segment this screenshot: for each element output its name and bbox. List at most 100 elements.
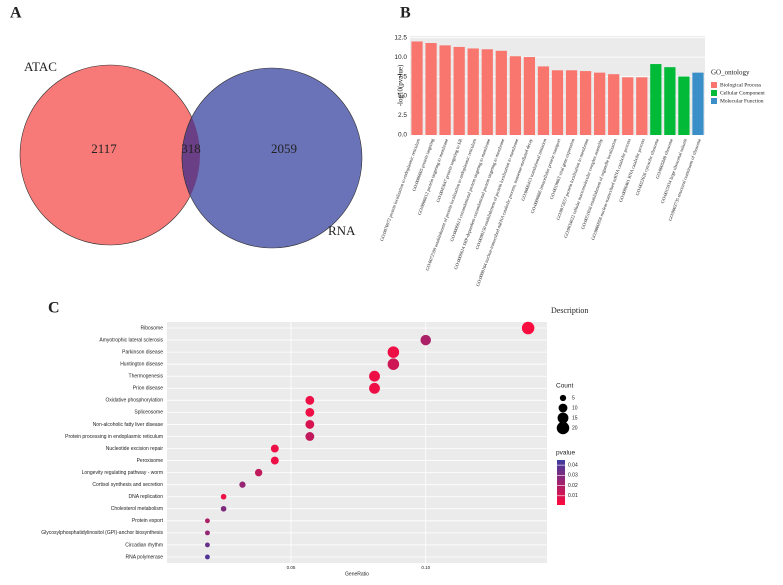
bar xyxy=(481,49,493,135)
y-tick-label: 12.5 xyxy=(394,34,407,41)
y-tick-label: Glycosylphosphatidylinositol (GPI)-ancho… xyxy=(41,530,163,536)
y-tick-label: Spliceosome xyxy=(134,410,163,416)
legend-label: Biological Process xyxy=(720,82,761,88)
bar xyxy=(453,46,465,135)
size-legend-title: Count xyxy=(556,383,574,390)
dot xyxy=(420,334,431,346)
bar xyxy=(678,76,690,135)
dot xyxy=(254,468,263,477)
y-tick-label: 0.0 xyxy=(398,132,407,139)
plot-panel xyxy=(167,322,547,563)
x-tick-label: GO:0045047 protein targeting to ER xyxy=(435,137,463,203)
y-tick-label: Prion disease xyxy=(133,386,164,392)
y-tick-label: Huntington disease xyxy=(120,362,163,368)
dot xyxy=(270,456,279,465)
size-key xyxy=(559,394,567,402)
y-tick-label: Protein export xyxy=(132,518,164,524)
size-key xyxy=(558,403,568,413)
x-tick-label: GO:0006401 RNA catabolic process xyxy=(618,138,646,203)
dot xyxy=(305,419,315,429)
color-bar xyxy=(557,460,565,505)
bar xyxy=(594,72,606,135)
set-name: ATAC xyxy=(24,59,57,74)
dot xyxy=(305,395,315,405)
bar xyxy=(636,77,648,135)
y-tick-label: Parkinson disease xyxy=(122,349,163,355)
y-tick-label: Nucleotide excision repair xyxy=(106,446,164,452)
dot xyxy=(220,505,227,512)
size-key xyxy=(557,412,569,424)
x-axis-label: GeneRatio xyxy=(345,571,369,577)
set-name: RNA xyxy=(328,223,356,238)
size-key xyxy=(556,421,570,435)
x-tick-label: GO:0015934 large ribosomal subunit xyxy=(660,137,688,204)
header: Description xyxy=(551,306,588,315)
overlap xyxy=(181,67,200,245)
y-tick-label: Longevity regulating pathway - worm xyxy=(82,470,163,476)
color-tick-label: 0.01 xyxy=(568,493,578,499)
legend-label: Molecular Function xyxy=(720,98,764,104)
bar xyxy=(523,57,536,136)
bar xyxy=(439,45,451,135)
bar xyxy=(650,64,662,135)
y-tick-label: Protein processing in endoplasmic reticu… xyxy=(65,434,163,440)
bar xyxy=(425,43,437,135)
size-key-label: 5 xyxy=(572,395,575,401)
y-tick-label: 5.0 xyxy=(398,93,407,100)
y-tick-label: Cholesterol metabolism xyxy=(111,506,163,512)
bar xyxy=(622,77,634,135)
dot xyxy=(220,493,227,500)
legend-swatch xyxy=(711,98,717,104)
y-tick-label: Oxidative phosphorylation xyxy=(105,398,163,404)
dot xyxy=(305,432,315,441)
legend-title: GO_ontology xyxy=(711,69,750,77)
bar xyxy=(579,71,592,135)
legend-label: Cellular Component xyxy=(720,90,765,96)
color-tick-label: 0.02 xyxy=(568,483,578,489)
dot xyxy=(369,382,380,394)
bar xyxy=(411,41,423,135)
bar xyxy=(495,50,507,136)
size-key-label: 10 xyxy=(572,405,578,411)
legend-swatch xyxy=(711,82,717,88)
y-axis-label: -log10(pvalue) xyxy=(397,64,405,106)
size-key-label: 20 xyxy=(572,425,578,431)
y-tick-label: Amyotrophic lateral sclerosis xyxy=(99,337,163,343)
dot xyxy=(305,407,315,417)
size-key-label: 15 xyxy=(572,415,578,421)
dot xyxy=(387,346,400,358)
y-tick-label: 2.5 xyxy=(398,112,407,119)
set-count: 2117 xyxy=(91,141,117,156)
bar xyxy=(608,74,620,135)
color-tick-label: 0.03 xyxy=(568,473,578,479)
bar xyxy=(664,67,676,135)
dot xyxy=(205,554,210,560)
y-tick-label: 10.0 xyxy=(394,54,407,61)
bar xyxy=(692,72,704,135)
y-tick-label: Thermogenesis xyxy=(129,374,164,380)
panel-letter: C xyxy=(48,300,60,317)
bar xyxy=(509,56,521,135)
x-tick-label: 0.05 xyxy=(287,565,296,570)
dot xyxy=(270,444,279,453)
bar xyxy=(467,48,479,135)
overlap-count: 318 xyxy=(181,141,201,156)
y-tick-label: 7.5 xyxy=(398,73,407,80)
y-tick-label: Ribosome xyxy=(140,325,163,331)
y-tick-label: Circadian rhythm xyxy=(125,542,163,548)
dot xyxy=(369,370,380,382)
dot xyxy=(239,481,246,488)
y-tick-label: Peroxisome xyxy=(137,458,164,464)
color-tick-label: 0.04 xyxy=(568,462,578,468)
y-tick-label: Non-alcoholic fatty liver disease xyxy=(93,422,164,428)
y-tick-label: RNA polymerase xyxy=(125,554,163,560)
set-count: 2059 xyxy=(271,141,297,156)
dot xyxy=(205,518,210,524)
bar xyxy=(537,66,550,135)
panel-letter: B xyxy=(400,5,411,22)
legend-swatch xyxy=(711,90,717,96)
x-tick-label: 0.10 xyxy=(421,565,430,570)
x-tick-label: GO:0000184 nuclear-transcribed mRNA cata… xyxy=(475,137,534,287)
